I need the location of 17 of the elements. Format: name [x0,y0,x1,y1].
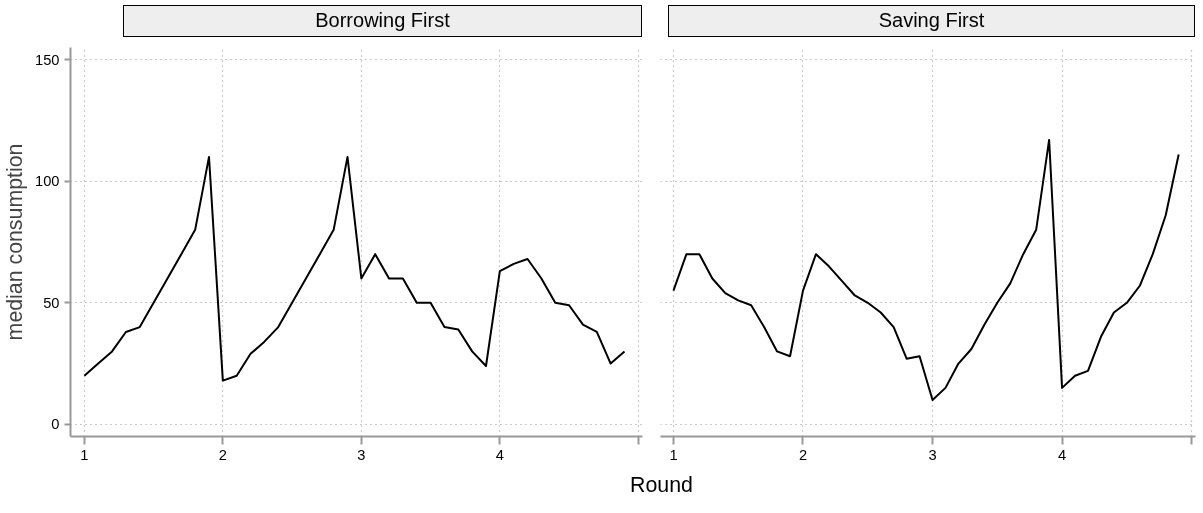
y-tick-label: 100 [35,173,60,190]
x-tick-label: 3 [928,446,937,463]
x-tick-label: 3 [357,446,366,463]
line-series [83,155,626,382]
x-tick-label: 4 [495,446,504,463]
x-tick-label: 1 [80,446,89,463]
x-tick-label: 2 [798,446,808,463]
chart-title: Saving First [878,8,985,33]
y-tick-label: 150 [35,51,60,68]
y-tick-label: 0 [51,416,60,433]
x-tick-label: 4 [1058,446,1067,463]
x-tick-label: 2 [218,446,227,463]
x-axis-title: Round [630,472,693,499]
y-tick-label: 50 [43,294,60,311]
x-tick-label: 1 [669,446,678,463]
chart-title: Borrowing First [315,8,450,33]
y-axis-title: median consumption [3,143,28,341]
